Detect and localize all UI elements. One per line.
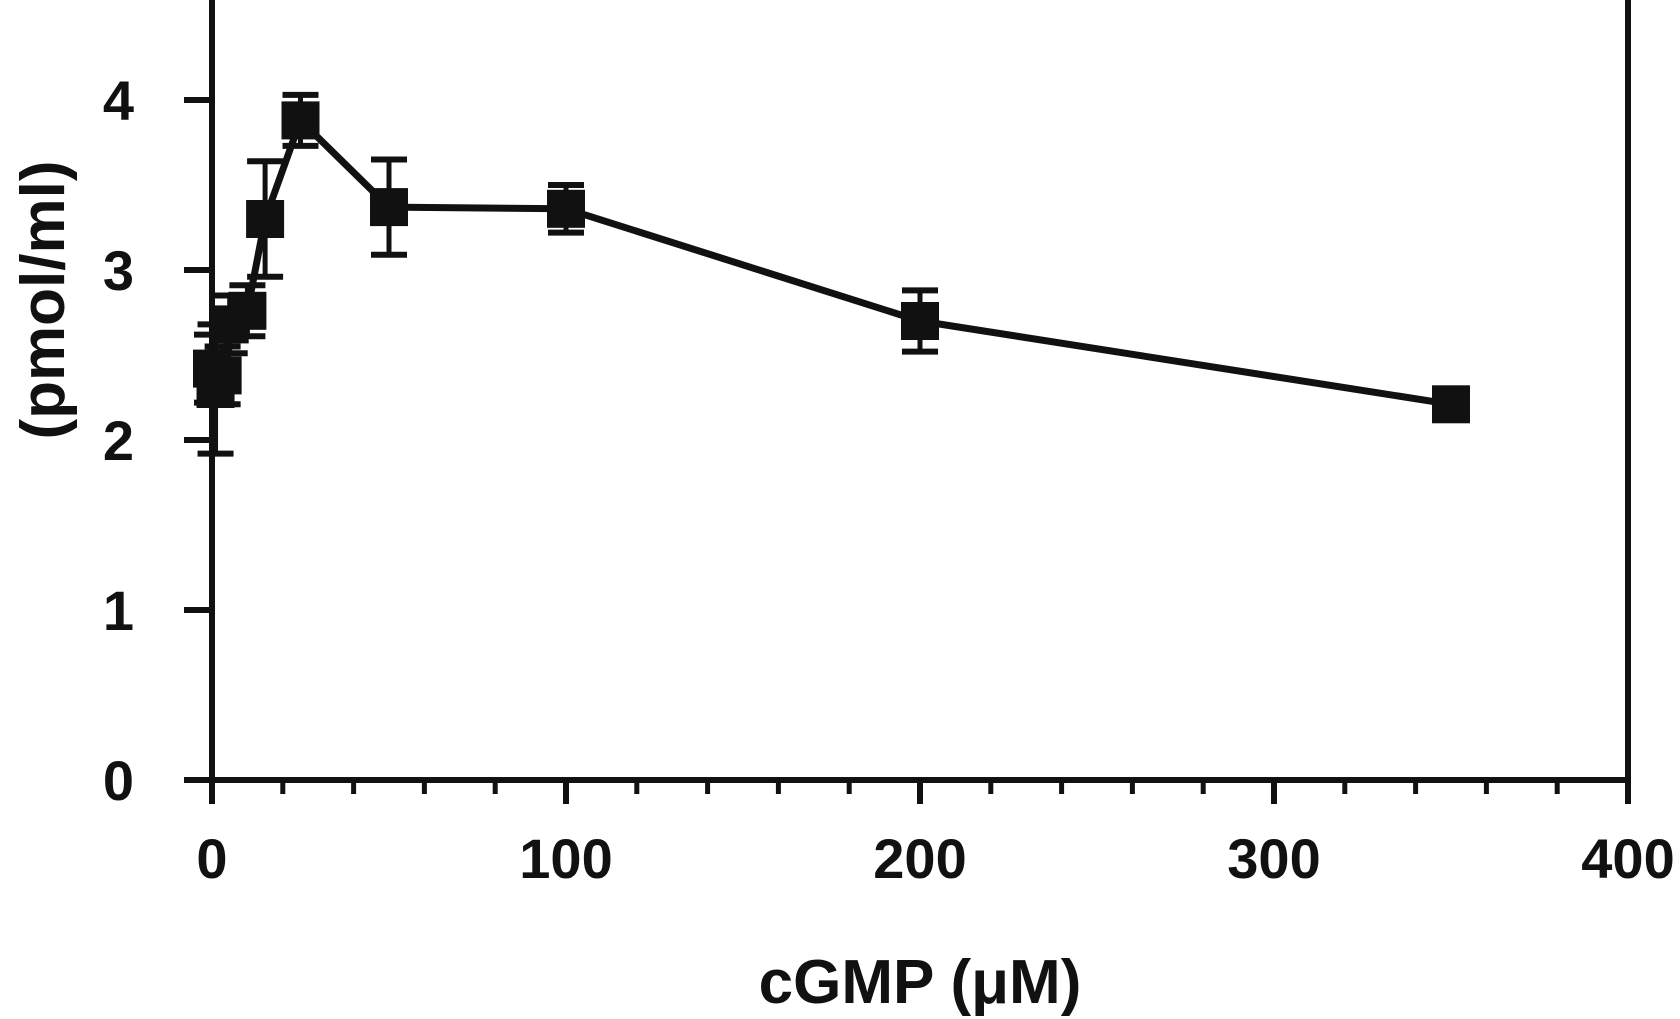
data-point-marker (1432, 385, 1470, 424)
data-point-marker (901, 302, 939, 340)
series-line (208, 116, 1452, 408)
data-point-marker (547, 189, 585, 228)
y-tick-label: 0 (103, 749, 134, 812)
tick-labels: 0 1 2 3 4 0 100 200 300 400 (103, 69, 1675, 890)
series-group (193, 91, 1470, 457)
x-tick-label: 200 (873, 827, 966, 890)
data-point-marker (203, 356, 242, 395)
x-tick-label: 0 (196, 827, 227, 890)
data-point-marker (246, 200, 285, 238)
x-tick-label: 300 (1227, 827, 1320, 890)
data-point-marker (281, 101, 320, 140)
ticks (184, 97, 1631, 804)
y-tick-label: 3 (103, 239, 134, 302)
x-tick-label: 400 (1581, 827, 1674, 890)
y-tick-label: 4 (103, 69, 134, 132)
x-axis-title: cGMP (μM) (759, 948, 1082, 1017)
data-point-marker (370, 188, 408, 227)
x-tick-label: 100 (519, 827, 612, 890)
y-tick-label: 1 (103, 579, 134, 642)
y-axis-title: (pmol/ml) (9, 161, 78, 440)
data-point-marker (228, 291, 267, 330)
y-tick-label: 2 (103, 409, 134, 472)
